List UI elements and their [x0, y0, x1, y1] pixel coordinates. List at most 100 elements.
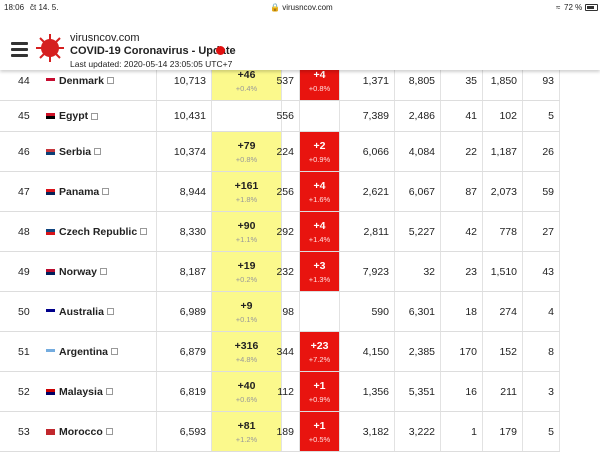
- cell-value: 4: [548, 305, 554, 318]
- country-link[interactable]: Denmark: [59, 74, 104, 87]
- table-cell: 1,187: [483, 132, 523, 171]
- table-cell: 2,621: [340, 172, 395, 211]
- table-cell: 46: [0, 132, 40, 171]
- table-cell: 10,713: [157, 61, 212, 100]
- table-cell: 50: [0, 292, 40, 331]
- change-percent: +1.1%: [235, 234, 258, 244]
- cell-value: 1,371: [362, 74, 389, 87]
- table-cell: 48: [0, 212, 40, 251]
- menu-line[interactable]: [11, 54, 28, 57]
- table-cell: 35: [441, 61, 483, 100]
- country-link[interactable]: Argentina: [59, 345, 109, 358]
- country-link[interactable]: Malaysia: [59, 385, 103, 398]
- cell-value: 6,066: [362, 145, 389, 158]
- flag: [46, 148, 55, 155]
- flag: [46, 348, 55, 355]
- table-cell: 2,811: [340, 212, 395, 251]
- table-cell: 170: [441, 332, 483, 371]
- cell-value: 1,850: [490, 74, 517, 87]
- change-percent: +0.4%: [235, 83, 258, 93]
- table-cell: 6,067: [395, 172, 441, 211]
- table-cell: +9 +0.1%: [212, 292, 282, 331]
- table-cell: 1,510: [483, 252, 523, 291]
- table-row: 46 Serbia 10,374 +79 +0.8% 224 +2 +0.9% 6,066 4,0…: [0, 132, 560, 172]
- country-link[interactable]: Australia: [59, 305, 104, 318]
- cell-value: 2,486: [408, 110, 435, 122]
- table-cell: 32: [395, 252, 441, 291]
- country-link[interactable]: Panama: [59, 185, 100, 198]
- cell-value: 8,944: [179, 185, 206, 198]
- battery-level: [587, 6, 594, 9]
- external-link-icon: [105, 428, 113, 435]
- status-bar: 18:06 čt 14. 5. 🔒 virusncov.com ≈ 72 %: [0, 0, 600, 17]
- table-cell: 6,819: [157, 372, 212, 411]
- cell-value: 224: [276, 145, 294, 158]
- rank: 52: [18, 385, 30, 398]
- country-link[interactable]: Morocco: [59, 425, 103, 438]
- menu-line[interactable]: [11, 42, 28, 45]
- change-value: +316: [234, 339, 259, 352]
- table-cell: +1 +0.9%: [300, 372, 340, 411]
- virus-logo: [36, 34, 64, 62]
- country-link[interactable]: Serbia: [59, 145, 92, 158]
- table-cell: +79 +0.8%: [212, 132, 282, 171]
- table-cell: 51: [0, 332, 40, 371]
- table-row: 47 Panama 8,944 +161 +1.8% 256 +4 +1.6% 2,621 6,0…: [0, 172, 560, 212]
- rank: 51: [18, 345, 30, 358]
- external-link-icon: [106, 77, 114, 84]
- table-cell: 42: [441, 212, 483, 251]
- table-cell: 556: [276, 101, 300, 131]
- cell-value: 10,431: [173, 110, 206, 122]
- cell-value: 256: [276, 185, 294, 198]
- table-row: 49 Norway 8,187 +19 +0.2% 232 +3 +1.3% 7,923 32 23…: [0, 252, 560, 292]
- cell-value: 32: [423, 265, 435, 278]
- country-link[interactable]: Czech Republic: [59, 225, 138, 238]
- table-cell: Czech Republic: [40, 212, 157, 251]
- table-cell: 52: [0, 372, 40, 411]
- cell-value: 41: [465, 110, 477, 122]
- live-dot: [216, 46, 225, 55]
- flag: [46, 428, 55, 435]
- table-cell: 3,182: [340, 412, 395, 451]
- cell-value: 22: [465, 145, 477, 158]
- table-cell: 5: [523, 412, 560, 451]
- table-cell: 224: [276, 132, 300, 171]
- change-value: +161: [234, 179, 259, 192]
- table-cell: 4: [523, 292, 560, 331]
- table-cell: Argentina: [40, 332, 157, 371]
- menu-line[interactable]: [11, 48, 28, 51]
- table-row: 51 Argentina 6,879 +316 +4.8% 344 +23 +7.2% 4,15…: [0, 332, 560, 372]
- rank: 47: [18, 185, 30, 198]
- cell-value: 26: [542, 145, 554, 158]
- page-title: COVID-19 Coronavirus - Update: [70, 45, 236, 57]
- table-cell: 47: [0, 172, 40, 211]
- cell-value: 5,227: [408, 225, 435, 238]
- table-cell: 2,073: [483, 172, 523, 211]
- table-cell: Australia: [40, 292, 157, 331]
- table-cell: 5,351: [395, 372, 441, 411]
- cell-value: 3,182: [362, 425, 389, 438]
- cell-value: 6,879: [179, 345, 206, 358]
- table-cell: 18: [441, 292, 483, 331]
- external-link-icon: [106, 308, 114, 315]
- table-cell: 211: [483, 372, 523, 411]
- change-value: +1: [313, 379, 326, 392]
- cell-value: 2,385: [408, 345, 435, 358]
- country-link[interactable]: Norway: [59, 265, 97, 278]
- change-value: +19: [237, 259, 256, 272]
- table-cell: Serbia: [40, 132, 157, 171]
- table-cell: [300, 292, 340, 331]
- cell-value: 2,621: [362, 185, 389, 198]
- table-cell: Morocco: [40, 412, 157, 451]
- table-cell: Denmark: [40, 61, 157, 100]
- table-cell: [300, 101, 340, 131]
- battery-icon: [585, 4, 598, 11]
- cell-value: 211: [500, 385, 517, 398]
- table-row: 52 Malaysia 6,819 +40 +0.6% 112 +1 +0.9% 1,356 5,…: [0, 372, 560, 412]
- cell-value: 4,150: [362, 345, 389, 358]
- table-cell: +161 +1.8%: [212, 172, 282, 211]
- flag: [46, 228, 55, 235]
- country-link[interactable]: Egypt: [59, 110, 89, 122]
- cell-value: 3,222: [408, 425, 435, 438]
- table-cell: +4 +1.4%: [300, 212, 340, 251]
